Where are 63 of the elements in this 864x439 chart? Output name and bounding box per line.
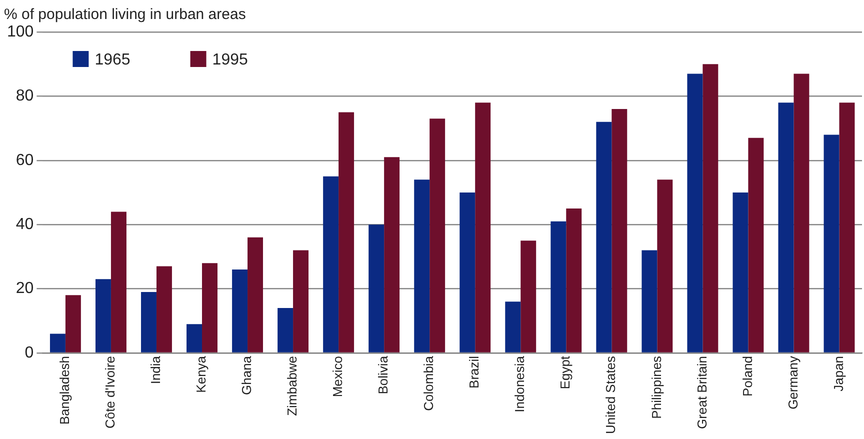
legend-label: 1995 xyxy=(212,51,248,68)
bar xyxy=(248,237,263,352)
y-tick-label: 100 xyxy=(6,23,34,40)
bar xyxy=(50,334,66,352)
x-tick-label: Bangladesh xyxy=(57,356,72,425)
bar xyxy=(323,176,339,352)
x-tick-label: Zimbabwe xyxy=(284,356,300,416)
bar xyxy=(505,302,521,352)
bar xyxy=(794,74,810,352)
bar xyxy=(232,270,248,352)
x-tick-label: United States xyxy=(603,355,618,434)
bar xyxy=(839,102,855,352)
bar xyxy=(110,212,126,352)
x-tick-label: Colombia xyxy=(421,355,436,411)
x-tick-label: Côte d'Ivoire xyxy=(102,356,118,429)
y-tick-label: 80 xyxy=(16,88,34,105)
bar xyxy=(384,157,400,352)
x-tick-label: Germany xyxy=(785,355,800,410)
y-tick-label: 40 xyxy=(16,216,34,233)
bar xyxy=(732,192,748,352)
bar xyxy=(430,118,446,352)
x-tick-label: Egypt xyxy=(558,356,573,390)
bar xyxy=(702,64,718,352)
bar xyxy=(748,138,764,352)
x-tick-label: Ghana xyxy=(239,355,254,395)
x-tick-label: Kenya xyxy=(194,355,209,393)
x-tick-label: Japan xyxy=(830,356,846,392)
bar xyxy=(95,279,111,352)
bar xyxy=(520,240,536,352)
y-tick-label: 20 xyxy=(16,280,34,298)
bar xyxy=(278,308,294,352)
bar xyxy=(596,122,612,352)
bar xyxy=(460,192,476,352)
bar xyxy=(642,250,658,352)
bar xyxy=(338,112,354,352)
x-tick-label: Philippines xyxy=(648,355,664,419)
bar xyxy=(65,295,81,352)
x-tick-label: Brazil xyxy=(466,356,482,388)
x-tick-label: Poland xyxy=(740,356,755,396)
bar xyxy=(141,292,156,352)
legend-label: 1965 xyxy=(94,51,130,68)
bar xyxy=(368,224,384,352)
y-axis-title: % of population living in urban areas xyxy=(4,6,246,24)
bar xyxy=(657,180,673,352)
x-tick-label: Mexico xyxy=(330,356,346,398)
bar xyxy=(414,180,430,352)
x-tick-label: India xyxy=(148,355,164,384)
bar xyxy=(550,221,566,352)
bar xyxy=(612,109,628,352)
y-tick-label: 60 xyxy=(16,152,34,169)
bar xyxy=(687,74,703,352)
bar xyxy=(186,324,202,352)
bar xyxy=(824,134,840,352)
x-tick-label: Great Britain xyxy=(694,356,710,429)
x-tick-label: Indonesia xyxy=(512,355,528,412)
bar xyxy=(202,263,218,352)
bar xyxy=(293,250,309,352)
x-tick-label: Bolivia xyxy=(376,355,391,394)
bar xyxy=(475,102,491,352)
bar xyxy=(566,208,582,352)
bar xyxy=(778,102,794,352)
y-tick-label: 0 xyxy=(24,344,34,362)
bar xyxy=(156,266,172,352)
